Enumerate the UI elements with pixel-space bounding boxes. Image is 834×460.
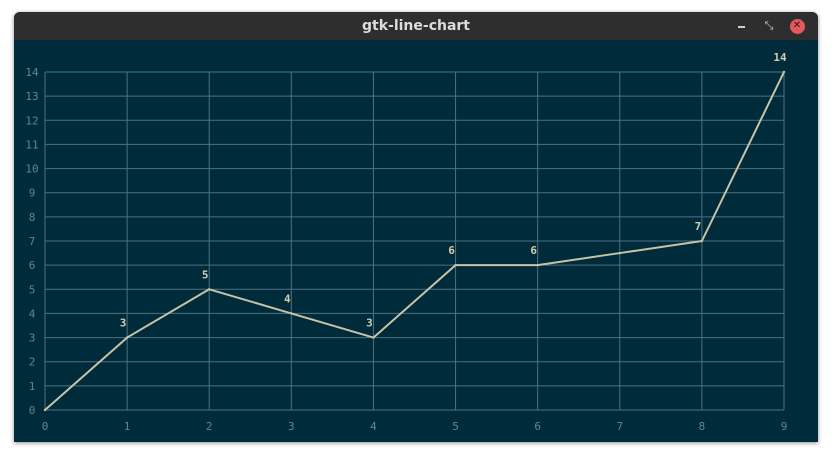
y-tick-label: 7	[29, 235, 36, 248]
y-tick-label: 0	[29, 404, 36, 417]
window-controls: ⤡ ✕	[724, 12, 808, 40]
minimize-button[interactable]	[730, 15, 752, 37]
y-tick-label: 6	[29, 259, 36, 272]
data-point	[43, 408, 47, 412]
y-tick-label: 1	[29, 380, 36, 393]
data-label: 6	[448, 244, 455, 257]
close-button[interactable]: ✕	[786, 15, 808, 37]
data-point	[125, 336, 129, 339]
x-tick-label: 5	[452, 420, 459, 433]
x-tick-label: 1	[124, 420, 131, 433]
data-point	[700, 239, 704, 243]
chart-data-labels: 3 5 4 3 6 6 7 14	[120, 51, 787, 330]
data-point	[536, 263, 539, 267]
y-tick-label: 10	[25, 163, 38, 176]
x-tick-label: 7	[616, 420, 623, 433]
y-tick-label: 8	[29, 211, 36, 224]
data-point	[618, 251, 621, 255]
data-label: 5	[202, 268, 209, 281]
x-tick-label: 9	[781, 420, 788, 433]
x-tick-label: 4	[370, 420, 377, 433]
minimize-icon	[737, 26, 745, 28]
data-point	[208, 288, 211, 291]
y-tick-label: 9	[29, 187, 36, 200]
data-point	[454, 263, 457, 267]
y-tick-label: 3	[29, 332, 36, 345]
x-tick-label: 6	[534, 420, 541, 433]
data-label: 7	[695, 220, 702, 233]
restore-button[interactable]: ⤡	[758, 15, 780, 37]
chart-area: 0 1 2 3 4 5 6 7 8 9 0 1 2 3 4 5 6 7 8 9 10 11 12 13 14 3 5 4 3 6 6 7 14	[14, 40, 818, 442]
data-label: 3	[120, 317, 127, 330]
data-point	[782, 70, 786, 74]
data-label: 6	[530, 244, 537, 257]
data-label: 4	[284, 292, 291, 305]
data-label: 14	[773, 51, 787, 64]
y-tick-label: 12	[25, 114, 38, 127]
data-label: 3	[366, 317, 373, 330]
data-point	[290, 312, 293, 315]
y-tick-label: 11	[25, 138, 38, 151]
restore-icon: ⤡	[764, 19, 774, 32]
x-tick-label: 2	[206, 420, 213, 433]
window-title: gtk-line-chart	[361, 18, 470, 34]
y-tick-label: 4	[29, 307, 36, 320]
title-bar[interactable]: gtk-line-chart ⤡ ✕	[14, 12, 818, 40]
y-tick-label: 14	[25, 66, 39, 79]
x-tick-label: 8	[699, 420, 706, 433]
chart-series	[43, 70, 786, 412]
data-point	[372, 336, 375, 339]
y-tick-label: 2	[29, 356, 36, 369]
x-tick-label: 0	[42, 420, 49, 433]
chart-grid	[44, 71, 785, 411]
y-tick-label: 5	[29, 283, 36, 296]
x-tick-label: 3	[288, 420, 295, 433]
close-icon: ✕	[789, 18, 805, 34]
y-tick-label: 13	[25, 90, 38, 103]
series-line	[44, 71, 785, 411]
